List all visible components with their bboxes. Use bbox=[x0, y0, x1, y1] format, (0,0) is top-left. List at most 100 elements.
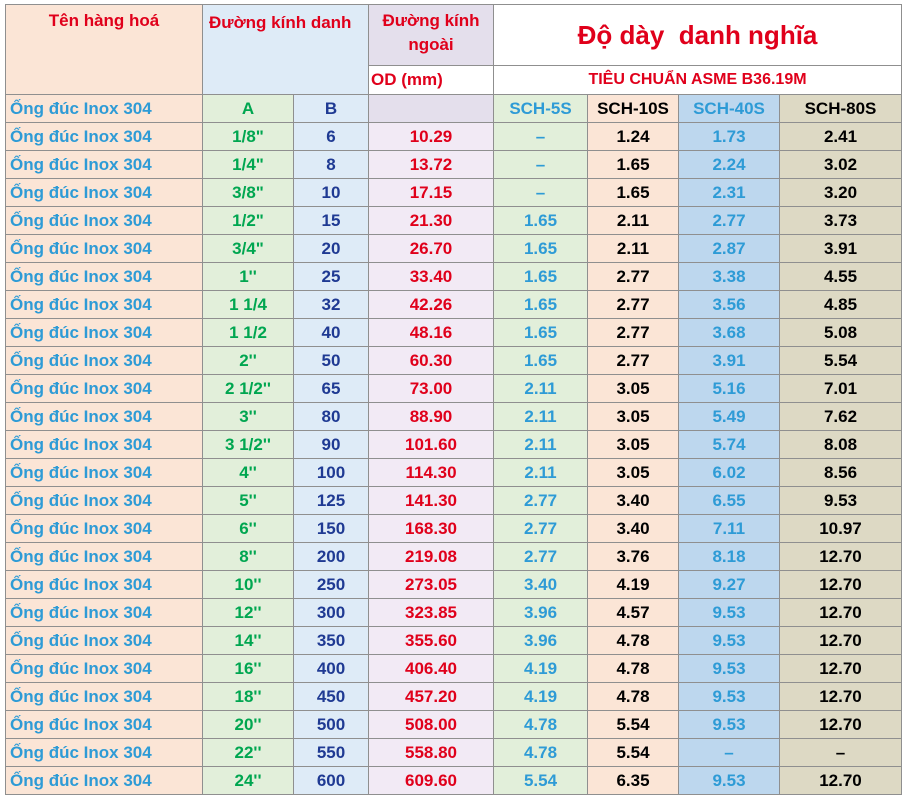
cell-nominal-a: 18'' bbox=[202, 682, 294, 711]
cell-sch40: 9.53 bbox=[678, 626, 780, 655]
cell-sch10: 1.65 bbox=[587, 178, 679, 207]
cell-outer-diameter: 33.40 bbox=[368, 262, 494, 291]
cell-nominal-a: 10'' bbox=[202, 570, 294, 599]
cell-sch5: 5.54 bbox=[493, 766, 588, 795]
cell-name: Ống đúc Inox 304 bbox=[5, 486, 203, 515]
cell-sch40: 5.16 bbox=[678, 374, 780, 403]
cell-nominal-a: 12'' bbox=[202, 598, 294, 627]
cell-nominal-b: 500 bbox=[293, 710, 369, 739]
subheader-col-a: A bbox=[202, 94, 294, 123]
cell-outer-diameter: 60.30 bbox=[368, 346, 494, 375]
cell-nominal-a: 1/2" bbox=[202, 206, 294, 235]
cell-sch80: 5.08 bbox=[779, 318, 902, 347]
cell-outer-diameter: 48.16 bbox=[368, 318, 494, 347]
cell-sch10: 1.24 bbox=[587, 122, 679, 151]
cell-name: Ống đúc Inox 304 bbox=[5, 346, 203, 375]
cell-sch40: 9.53 bbox=[678, 710, 780, 739]
subheader-row: Ống đúc Inox 304 A B SCH-5S SCH-10S SCH-… bbox=[5, 94, 902, 123]
cell-nominal-a: 24'' bbox=[202, 766, 294, 795]
cell-sch80: 7.62 bbox=[779, 402, 902, 431]
table-row: Ống đúc Inox 304 20'' 500 508.00 4.78 5.54 9.5… bbox=[5, 710, 902, 739]
table-row: Ống đúc Inox 304 1 1/2 40 48.16 1.65 2.77 3.68… bbox=[5, 318, 902, 347]
cell-sch10: 5.54 bbox=[587, 710, 679, 739]
cell-nominal-b: 32 bbox=[293, 290, 369, 319]
cell-nominal-b: 100 bbox=[293, 458, 369, 487]
cell-nominal-b: 125 bbox=[293, 486, 369, 515]
cell-outer-diameter: 114.30 bbox=[368, 458, 494, 487]
cell-outer-diameter: 13.72 bbox=[368, 150, 494, 179]
cell-name: Ống đúc Inox 304 bbox=[5, 738, 203, 767]
cell-sch10: 2.11 bbox=[587, 206, 679, 235]
cell-sch80: 8.56 bbox=[779, 458, 902, 487]
cell-outer-diameter: 457.20 bbox=[368, 682, 494, 711]
cell-nominal-b: 90 bbox=[293, 430, 369, 459]
cell-outer-diameter: 323.85 bbox=[368, 598, 494, 627]
cell-nominal-b: 200 bbox=[293, 542, 369, 571]
subheader-sch40: SCH-40S bbox=[678, 94, 780, 123]
header-standard: TIÊU CHUẨN ASME B36.19M bbox=[493, 65, 902, 95]
cell-nominal-a: 1 1/4 bbox=[202, 290, 294, 319]
cell-name: Ống đúc Inox 304 bbox=[5, 290, 203, 319]
cell-nominal-b: 8 bbox=[293, 150, 369, 179]
header-row-1: Tên hàng hoá Đường kính danh Đường kính … bbox=[5, 4, 902, 95]
cell-sch10: 4.78 bbox=[587, 626, 679, 655]
cell-nominal-b: 350 bbox=[293, 626, 369, 655]
cell-sch80: 3.02 bbox=[779, 150, 902, 179]
table-row: Ống đúc Inox 304 1'' 25 33.40 1.65 2.77 3.38 4.… bbox=[5, 262, 902, 291]
cell-sch5: 1.65 bbox=[493, 234, 588, 263]
cell-outer-diameter: 10.29 bbox=[368, 122, 494, 151]
cell-nominal-a: 6'' bbox=[202, 514, 294, 543]
cell-outer-diameter: 558.80 bbox=[368, 738, 494, 767]
cell-sch40: 3.91 bbox=[678, 346, 780, 375]
cell-sch80: 12.70 bbox=[779, 654, 902, 683]
cell-sch10: 6.35 bbox=[587, 766, 679, 795]
table-row: Ống đúc Inox 304 2 1/2'' 65 73.00 2.11 3.05 5.… bbox=[5, 374, 902, 403]
cell-sch80: 2.41 bbox=[779, 122, 902, 151]
cell-sch80: 9.53 bbox=[779, 486, 902, 515]
cell-sch5: 3.96 bbox=[493, 626, 588, 655]
cell-name: Ống đúc Inox 304 bbox=[5, 682, 203, 711]
cell-sch5: 2.77 bbox=[493, 542, 588, 571]
cell-nominal-a: 14'' bbox=[202, 626, 294, 655]
cell-sch40: 7.11 bbox=[678, 514, 780, 543]
cell-sch5: 2.77 bbox=[493, 486, 588, 515]
table-row: Ống đúc Inox 304 16'' 400 406.40 4.19 4.78 9.5… bbox=[5, 654, 902, 683]
cell-sch40: 2.24 bbox=[678, 150, 780, 179]
cell-nominal-a: 20'' bbox=[202, 710, 294, 739]
cell-sch5: – bbox=[493, 150, 588, 179]
cell-sch10: 3.40 bbox=[587, 486, 679, 515]
cell-sch80: 12.70 bbox=[779, 626, 902, 655]
table-row: Ống đúc Inox 304 3/4" 20 26.70 1.65 2.11 2.87 3… bbox=[5, 234, 902, 263]
cell-nominal-b: 15 bbox=[293, 206, 369, 235]
cell-sch40: 2.87 bbox=[678, 234, 780, 263]
cell-sch10: 5.54 bbox=[587, 738, 679, 767]
cell-sch40: 5.49 bbox=[678, 402, 780, 431]
cell-sch40: 6.02 bbox=[678, 458, 780, 487]
cell-name: Ống đúc Inox 304 bbox=[5, 122, 203, 151]
header-outer-diameter: Đường kính ngoài bbox=[368, 4, 494, 66]
cell-sch80: 8.08 bbox=[779, 430, 902, 459]
table-row: Ống đúc Inox 304 4'' 100 114.30 2.11 3.05 6.02… bbox=[5, 458, 902, 487]
cell-sch80: 7.01 bbox=[779, 374, 902, 403]
cell-nominal-b: 550 bbox=[293, 738, 369, 767]
cell-sch40: 2.77 bbox=[678, 206, 780, 235]
cell-nominal-a: 3 1/2'' bbox=[202, 430, 294, 459]
cell-outer-diameter: 219.08 bbox=[368, 542, 494, 571]
table-row: Ống đúc Inox 304 1/2" 15 21.30 1.65 2.11 2.77 3… bbox=[5, 206, 902, 235]
table-row: Ống đúc Inox 304 10'' 250 273.05 3.40 4.19 9.2… bbox=[5, 570, 902, 599]
cell-sch5: – bbox=[493, 178, 588, 207]
cell-sch5: 4.19 bbox=[493, 654, 588, 683]
cell-sch5: 1.65 bbox=[493, 346, 588, 375]
cell-sch40: – bbox=[678, 738, 780, 767]
cell-nominal-a: 16'' bbox=[202, 654, 294, 683]
table-row: Ống đúc Inox 304 6'' 150 168.30 2.77 3.40 7.11… bbox=[5, 514, 902, 543]
cell-outer-diameter: 355.60 bbox=[368, 626, 494, 655]
table-row: Ống đúc Inox 304 22'' 550 558.80 4.78 5.54– – bbox=[5, 738, 902, 767]
cell-sch80: 4.55 bbox=[779, 262, 902, 291]
cell-nominal-b: 25 bbox=[293, 262, 369, 291]
cell-name: Ống đúc Inox 304 bbox=[5, 262, 203, 291]
cell-sch10: 3.05 bbox=[587, 402, 679, 431]
cell-sch5: 1.65 bbox=[493, 262, 588, 291]
table-row: Ống đúc Inox 304 3/8" 10 17.15–1.65 2.31 3.20 bbox=[5, 178, 902, 207]
cell-sch80: 12.70 bbox=[779, 766, 902, 795]
